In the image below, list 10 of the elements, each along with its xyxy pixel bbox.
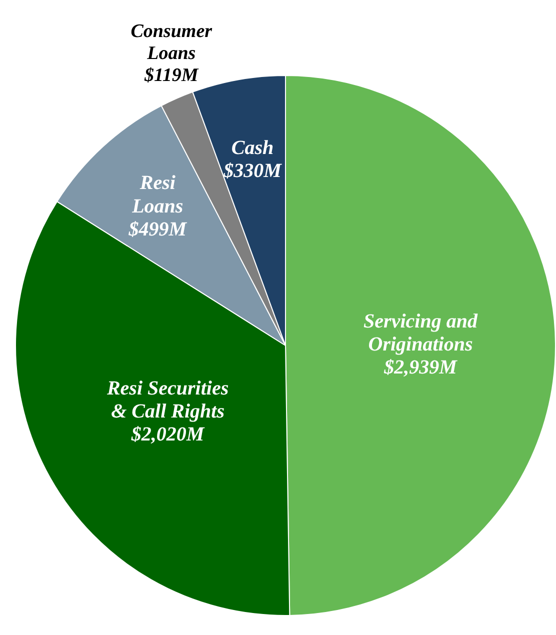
slice-label: Consumer Loans	[130, 20, 213, 64]
slice-label: Resi Loans	[131, 172, 184, 218]
slice-label: Cash	[231, 136, 274, 159]
data-label: $119M	[143, 64, 200, 86]
slice-label: Servicing and Originations	[364, 310, 478, 356]
data-label: $330M	[222, 160, 283, 182]
data-label: $2,020M	[130, 424, 206, 446]
data-label: $499M	[128, 218, 188, 240]
data-label: $2,939M	[383, 356, 458, 379]
slice-label: Resi Securities & Call Rights	[106, 378, 229, 423]
